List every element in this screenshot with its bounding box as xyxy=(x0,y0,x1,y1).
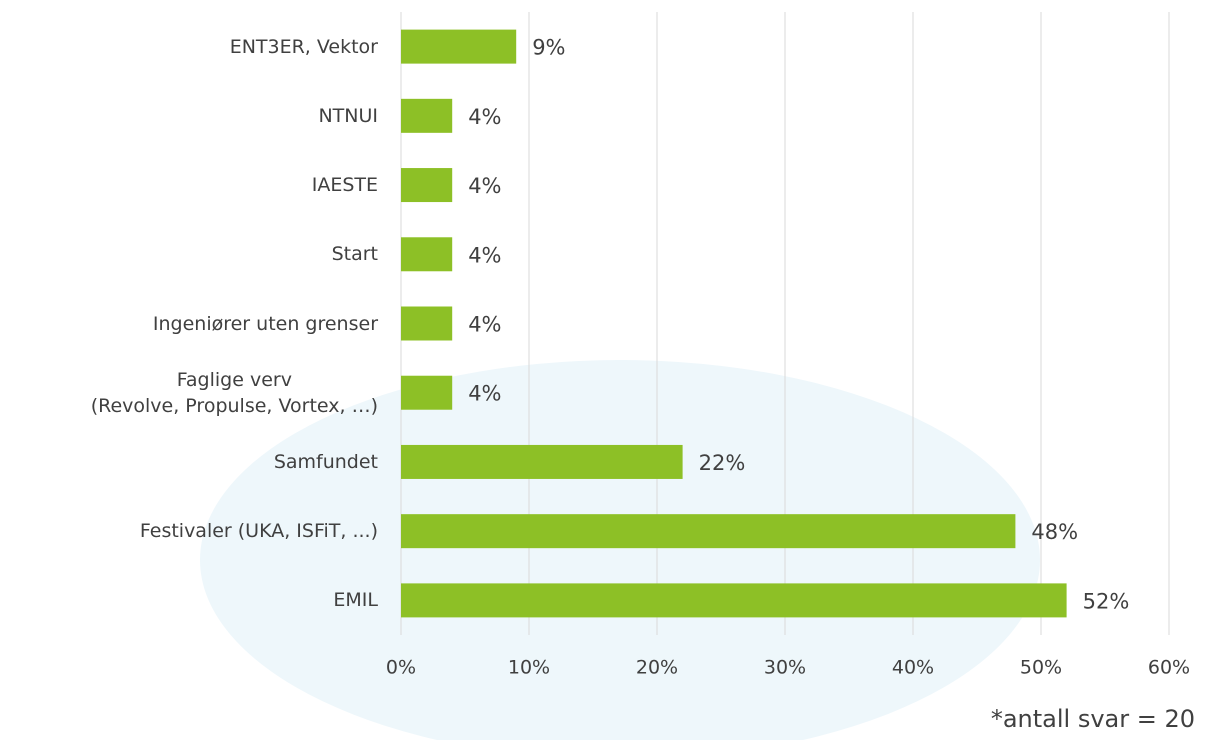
bar xyxy=(401,98,453,133)
x-tick-label: 30% xyxy=(764,657,806,679)
data-label: 52% xyxy=(1083,589,1130,613)
bar xyxy=(401,583,1067,618)
y-tick-label: NTNUI xyxy=(318,104,378,127)
y-tick-label: Start xyxy=(331,243,378,266)
bar xyxy=(401,306,453,341)
y-tick-label: Ingeniører uten grenser xyxy=(152,312,378,335)
bar xyxy=(401,168,453,203)
data-label: 4% xyxy=(468,382,501,406)
bar xyxy=(401,375,453,410)
y-tick-label: Samfundet xyxy=(273,450,378,473)
annotation: *antall svar = 20 xyxy=(991,705,1195,733)
bar xyxy=(401,444,683,479)
y-tick-label: EMIL xyxy=(333,589,378,612)
data-label: 9% xyxy=(532,36,565,60)
data-label: 48% xyxy=(1031,520,1078,544)
x-tick-label: 50% xyxy=(1020,657,1062,679)
data-label: 4% xyxy=(468,243,501,267)
data-label: 4% xyxy=(468,105,501,129)
data-label: 4% xyxy=(468,313,501,337)
x-tick-label: 40% xyxy=(892,657,934,679)
data-label: 4% xyxy=(468,174,501,198)
bar xyxy=(401,29,517,64)
y-tick-label: Festivaler (UKA, ISFiT, ...) xyxy=(139,520,378,543)
x-tick-label: 10% xyxy=(508,657,550,679)
data-label: 22% xyxy=(699,451,746,475)
y-tick-label: ENT3ER, Vektor xyxy=(229,35,378,58)
x-tick-label: 20% xyxy=(636,657,678,679)
y-tick-label: Faglige verv (Revolve, Propulse, Vortex,… xyxy=(90,368,378,417)
x-tick-label: 0% xyxy=(386,657,416,679)
x-tick-label: 60% xyxy=(1148,657,1190,679)
bar xyxy=(401,237,453,272)
y-tick-label: IAESTE xyxy=(311,174,378,197)
bar xyxy=(401,514,1016,549)
